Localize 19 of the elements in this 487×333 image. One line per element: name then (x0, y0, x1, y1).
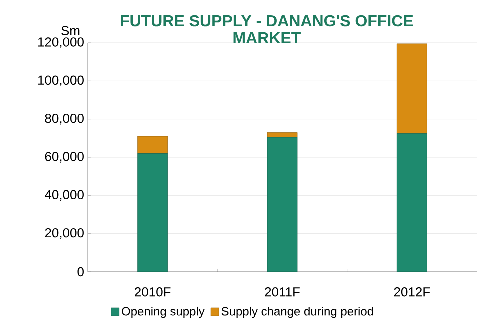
y-axis-title: Sm (62, 26, 80, 36)
x-tick-label: 2011F (265, 288, 300, 297)
y-tick-label: 100,000 (38, 76, 84, 87)
chart-title: FUTURE SUPPLY - DANANG'S OFFICE MARKET (121, 15, 414, 44)
bar (138, 153, 168, 272)
y-tick-label: 40,000 (45, 190, 84, 202)
legend-label: Opening supply (122, 306, 205, 318)
bar (138, 136, 168, 154)
y-tick-label: 60,000 (45, 152, 84, 163)
legend-label: Supply change during period (222, 306, 374, 318)
bar (396, 133, 428, 272)
x-tick-label: 2010F (135, 288, 171, 297)
y-tick-label: 120,000 (38, 38, 84, 48)
x-tick-label: 2012F (394, 288, 430, 297)
y-tick-label: 0 (78, 267, 84, 277)
y-tick-label: 20,000 (45, 228, 84, 240)
y-tick-label: 80,000 (45, 114, 84, 125)
bar (396, 44, 428, 134)
bar (267, 137, 298, 272)
